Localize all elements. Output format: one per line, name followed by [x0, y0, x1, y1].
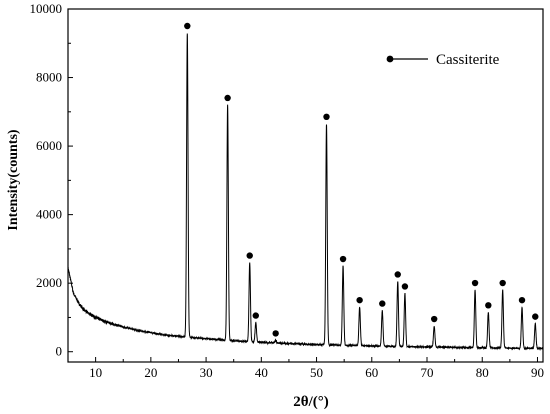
x-axis-title: 2θ/(°): [293, 394, 329, 410]
peak-marker: [339, 255, 347, 263]
y-tick-label: 6000: [36, 138, 62, 153]
y-tick-label: 4000: [36, 207, 62, 222]
peak-marker: [532, 313, 539, 320]
peak-marker: [323, 113, 330, 121]
y-axis-title: Intensity(counts): [6, 129, 21, 230]
peak-marker: [224, 94, 231, 102]
peak-marker: [184, 22, 191, 30]
x-tick-label: 10: [89, 365, 102, 380]
peak-marker: [394, 271, 401, 278]
x-tick-label: 20: [144, 365, 157, 380]
axes: 10 20 30 40 50 60 70 80 90 0 2000 4000 6000 8000 10000: [30, 1, 544, 380]
x-tick-label: 80: [476, 365, 489, 380]
x-tick-label: 90: [531, 365, 544, 380]
peak-marker: [356, 296, 363, 304]
y-tick-label: 0: [56, 344, 63, 359]
peak-marker: [252, 312, 259, 319]
legend: Cassiterite: [386, 52, 500, 68]
y-tick-label: 8000: [36, 70, 62, 85]
peak-marker: [379, 300, 386, 307]
diffraction-pattern-line: [67, 33, 544, 352]
x-tick-label: 60: [365, 365, 378, 380]
legend-marker: [386, 55, 394, 63]
peak-marker: [246, 252, 253, 259]
peak-marker: [499, 279, 506, 287]
y-tick-label: 10000: [30, 1, 63, 16]
peak-marker: [485, 302, 492, 309]
peak-markers: [184, 22, 539, 337]
peak-marker: [272, 330, 279, 337]
x-tick-label: 50: [310, 365, 323, 380]
x-tick-label: 70: [421, 365, 434, 380]
x-tick-label: 30: [200, 365, 213, 380]
y-tick-label: 2000: [36, 275, 62, 290]
x-tick-label: 40: [255, 365, 268, 380]
series-layer: [67, 33, 544, 352]
peak-marker: [401, 283, 409, 290]
legend-label: Cassiterite: [436, 52, 500, 68]
plot-frame: [67, 8, 544, 363]
peak-marker: [430, 315, 438, 323]
peak-marker: [518, 296, 526, 304]
peak-marker: [471, 279, 479, 287]
